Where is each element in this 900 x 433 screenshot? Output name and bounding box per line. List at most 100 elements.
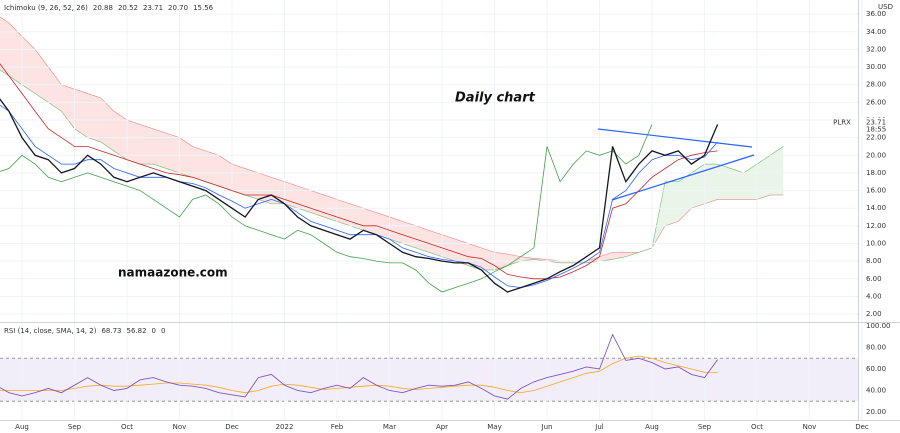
indicator-label: Ichimoku (9, 26, 52, 26): [4, 4, 88, 12]
y-tick-label: 18.00: [866, 169, 886, 177]
cloud-fill: [153, 128, 167, 169]
y-tick-label: 12.00: [866, 222, 886, 230]
series-line: [0, 63, 718, 280]
cloud-fill: [22, 36, 36, 94]
cloud-fill: [455, 239, 469, 266]
x-tick-label: Feb: [331, 423, 344, 431]
cloud-fill: [35, 49, 49, 103]
watermark: namaazone.com: [118, 266, 228, 280]
y-tick-label: 6.00: [866, 275, 882, 283]
indicator-value: 20.52: [118, 4, 138, 12]
cloud-fill: [691, 164, 705, 209]
y-tick-label: 36.00: [866, 10, 886, 18]
indicator-value: 20.88: [93, 4, 113, 12]
x-tick-label: Jun: [541, 423, 553, 431]
cloud-fill: [127, 119, 141, 165]
series-line: [0, 124, 653, 293]
rsi-band: [0, 358, 858, 402]
price-tag: [859, 117, 899, 134]
cloud-fill: [284, 181, 298, 209]
overlay: Aug Sep Oct Nov Dec 2022 Feb Mar Apr May Jun Jul Aug…: [4, 4, 899, 431]
indicator-value: 56.82: [126, 327, 146, 335]
x-tick-label: Nov: [803, 423, 817, 431]
annotation: Daily chart: [455, 91, 536, 106]
cloud-fill: [520, 256, 534, 262]
cloud-fill: [350, 203, 364, 231]
cloud-fill: [74, 89, 88, 138]
price-tag-time: 18:55: [866, 126, 886, 134]
y-tick-label: 2.00: [866, 310, 882, 318]
cloud-fill: [717, 164, 731, 200]
x-tick-label: Jul: [594, 423, 604, 431]
cloud-fill: [8, 22, 22, 85]
y-tick-label: 16.00: [866, 187, 886, 195]
indicator-value: 20.70: [168, 4, 188, 12]
y-tick-label: 30.00: [866, 63, 886, 71]
cloud-fill: [704, 164, 718, 204]
y-tick-label: 34.00: [866, 28, 886, 36]
y-tick-label: 32.00: [866, 45, 886, 53]
currency: USD: [878, 3, 893, 11]
cloud-fill: [87, 93, 101, 143]
symbol-label: PLRX: [833, 119, 851, 127]
cloud-fill: [665, 181, 679, 226]
x-tick-label: Aug: [645, 423, 659, 431]
cloud-fill: [652, 181, 666, 248]
cloud-fill: [599, 252, 613, 262]
cloud-fill: [730, 168, 744, 200]
cloud-fill: [337, 199, 351, 226]
x-tick-label: Oct: [751, 423, 763, 431]
cloud-fill: [415, 225, 429, 253]
indicator-value: 0: [161, 327, 165, 335]
y-tick-label: 22.00: [866, 134, 886, 142]
cloud-fill: [625, 252, 639, 257]
x-tick-label: Oct: [121, 423, 133, 431]
x-tick-label: Aug: [15, 423, 29, 431]
cloud-fill: [232, 164, 246, 195]
x-tick-label: 2022: [276, 423, 294, 431]
x-tick-label: Sep: [68, 423, 82, 431]
cloud-fill: [612, 252, 626, 260]
price-tag-value: 23.71: [866, 119, 886, 127]
y-tick-label: 100.00: [866, 322, 891, 330]
y-tick-label: 28.00: [866, 81, 886, 89]
y-tick-label: 20.00: [866, 408, 886, 416]
cloud-fill: [166, 133, 180, 173]
cloud-fill: [533, 258, 547, 262]
cloud-fill: [140, 124, 154, 165]
x-tick-label: Sep: [698, 423, 712, 431]
indicator-value: 68.73: [101, 327, 121, 335]
trendline: [597, 128, 753, 148]
y-tick-label: 80.00: [866, 344, 886, 352]
cloud-fill: [743, 164, 757, 200]
trendline: [611, 154, 755, 201]
cloud-fill: [363, 208, 377, 235]
y-tick-label: 40.00: [866, 387, 886, 395]
series-line: [0, 98, 719, 293]
y-tick-label: 14.00: [866, 204, 886, 212]
indicator-label: RSI (14, close, SMA, 14, 2): [4, 327, 97, 335]
cloud-fill: [310, 190, 324, 218]
y-tick-label: 8.00: [866, 257, 882, 265]
cloud-fill: [61, 84, 75, 129]
indicator-value: 15.56: [193, 4, 214, 12]
x-tick-label: Dec: [225, 423, 239, 431]
cloud-fill: [245, 168, 259, 200]
cloud-fill: [113, 111, 127, 160]
x-tick-label: May: [487, 423, 501, 431]
cloud-fill: [192, 146, 206, 182]
y-tick-label: 20.00: [866, 151, 886, 159]
cloud-fill: [48, 67, 62, 112]
cloud-fill: [402, 221, 416, 248]
series-line: [0, 333, 718, 400]
y-tick-label: 4.00: [866, 292, 882, 300]
cloud-fill: [389, 217, 403, 244]
indicator-value: 0: [152, 327, 156, 335]
cloud-fill: [205, 150, 219, 187]
cloud-fill: [507, 254, 521, 266]
cloud-fill: [757, 155, 771, 200]
y-tick-label: 26.00: [866, 98, 886, 106]
indicator-value: 23.71: [143, 4, 163, 12]
x-tick-label: Dec: [855, 423, 869, 431]
x-tick-label: Nov: [173, 423, 187, 431]
